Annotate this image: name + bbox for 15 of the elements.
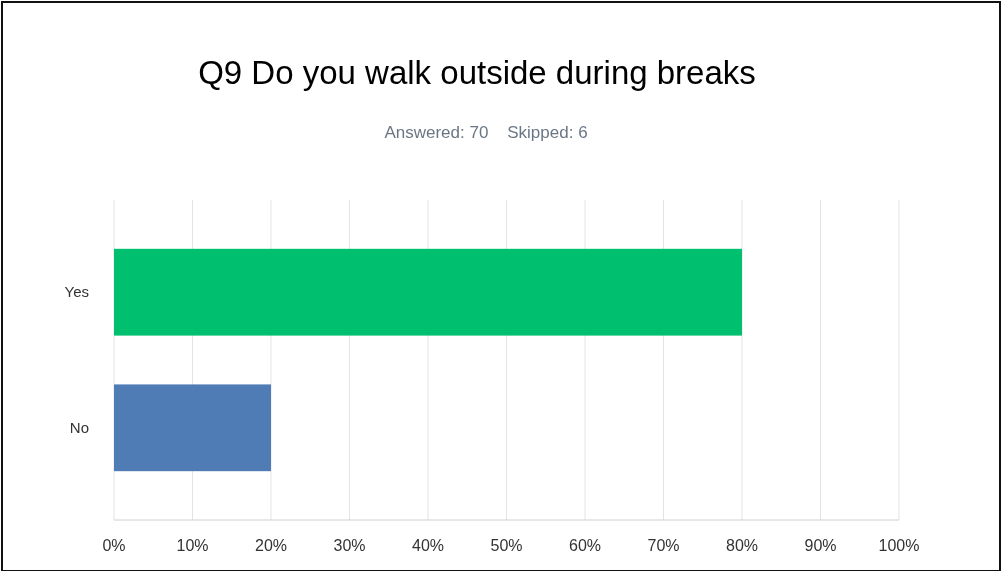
chart-title: Q9 Do you walk outside during breaks [198, 54, 756, 91]
x-tick-label: 50% [490, 537, 523, 554]
y-tick-label: Yes [64, 283, 89, 301]
x-tick-label: 80% [725, 537, 759, 554]
x-tick-label: 90% [804, 537, 837, 554]
x-tick-label: 0% [102, 537, 126, 554]
x-tick-label: 10% [176, 537, 209, 554]
x-tick-label: 70% [647, 537, 680, 554]
x-tick-label: 100% [878, 537, 920, 554]
x-tick-label: 60% [568, 537, 602, 554]
x-tick-label: 30% [333, 537, 366, 554]
x-tick-label: 20% [254, 537, 288, 554]
chart-subtitle: Answered: 70 Skipped: 6 [384, 123, 588, 142]
y-tick-label: No [69, 418, 89, 436]
x-tick-label: 40% [411, 537, 445, 554]
